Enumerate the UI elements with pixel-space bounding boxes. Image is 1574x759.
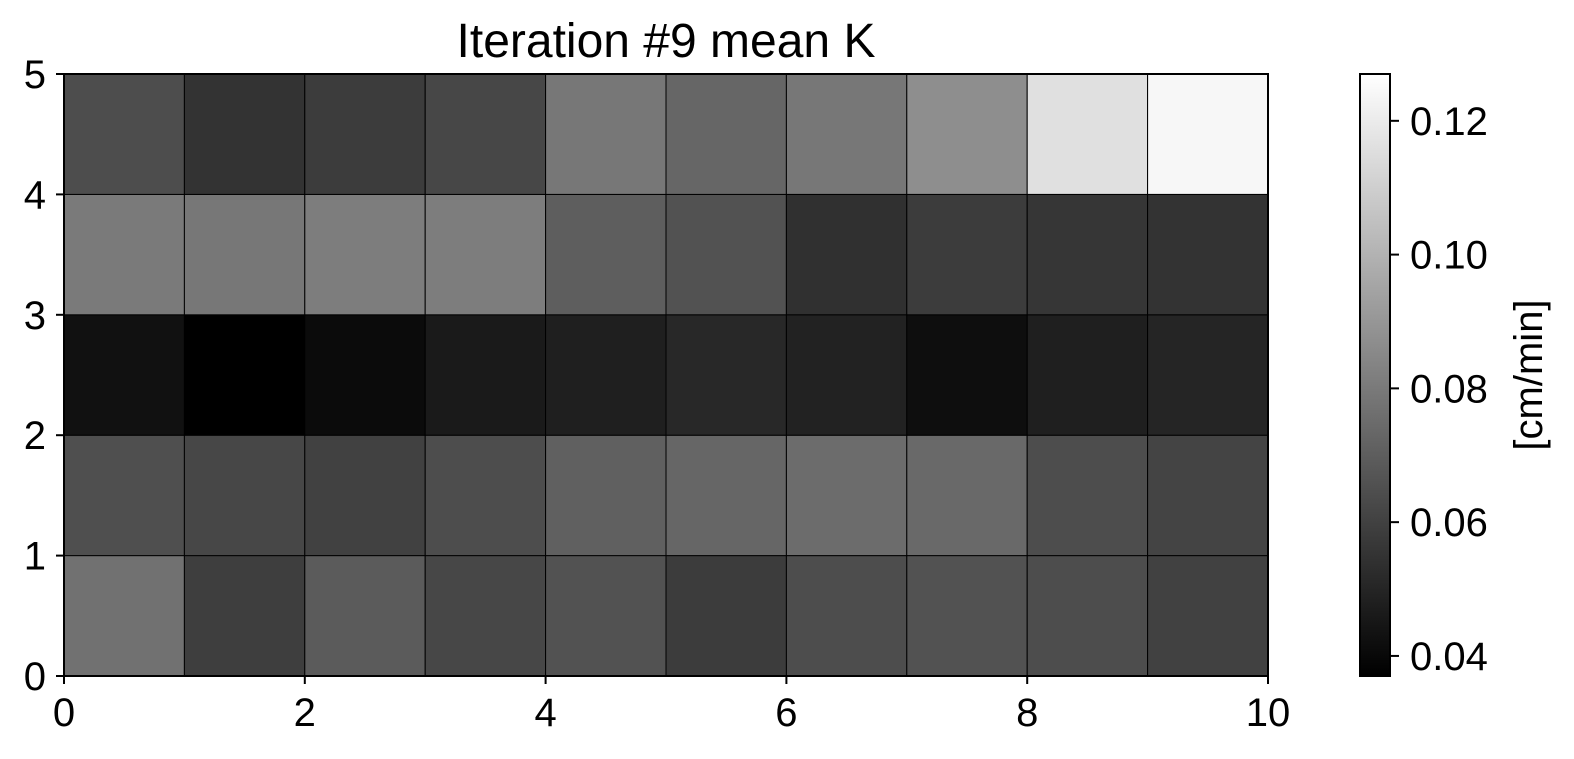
y-tick-label: 1 [24, 535, 46, 579]
x-tick-label: 2 [294, 691, 316, 735]
plot-frame [63, 73, 1269, 677]
colorbar-tick-label: 0.06 [1410, 501, 1488, 545]
heatmap-cell [63, 73, 185, 195]
heatmap-cell [1147, 555, 1269, 677]
heatmap-cell [424, 434, 547, 557]
colorbar-tick-label: 0.04 [1410, 635, 1488, 679]
x-tick-label: 10 [1246, 691, 1291, 735]
heatmap-cell [183, 193, 306, 316]
heatmap-cell [545, 555, 667, 677]
heatmap-cell [183, 314, 306, 436]
colorbar-tick-label: 0.10 [1410, 234, 1488, 278]
heatmap-cell [63, 555, 185, 677]
heatmap-cell [304, 314, 426, 436]
heatmap-cell [424, 555, 547, 677]
heatmap-cells [63, 73, 1269, 677]
heatmap-cell [183, 73, 306, 195]
heatmap-cell [183, 555, 306, 677]
heatmap-cell [1026, 555, 1149, 677]
y-tick-label: 5 [24, 53, 46, 97]
y-tick-label: 3 [24, 294, 46, 338]
colorbar-ticks: 0.04 0.06 0.08 0.10 0.12 [1390, 100, 1488, 679]
colorbar-tick-label: 0.12 [1410, 100, 1488, 144]
heatmap-cell [665, 73, 787, 195]
heatmap-cell [785, 314, 908, 436]
heatmap-cell [1026, 314, 1149, 436]
y-tick-label: 0 [24, 655, 46, 699]
heatmap-cell [785, 193, 908, 316]
heatmap-cell [63, 193, 185, 316]
heatmap-cell [665, 555, 787, 677]
heatmap-cell [1147, 193, 1269, 316]
heatmap-cell [545, 193, 667, 316]
heatmap-cell [665, 193, 787, 316]
x-tick-label: 0 [53, 691, 75, 735]
y-axis: 0 1 2 3 4 5 [24, 53, 64, 699]
x-tick-label: 4 [534, 691, 556, 735]
heatmap-cell [304, 193, 426, 316]
heatmap-cell [424, 73, 547, 195]
heatmap-cell [785, 73, 908, 195]
heatmap-cell [424, 193, 547, 316]
heatmap-cell [906, 193, 1028, 316]
heatmap-cell [1147, 434, 1269, 557]
heatmap-cell [785, 555, 908, 677]
heatmap-cell [665, 434, 787, 557]
heatmap-cell [545, 314, 667, 436]
heatmap-cell [545, 73, 667, 195]
heatmap-cell [906, 555, 1028, 677]
colorbar-tick-label: 0.08 [1410, 367, 1488, 411]
heatmap-cell [1026, 73, 1149, 195]
heatmap-cell [304, 555, 426, 677]
colorbar [1359, 73, 1391, 677]
colorbar-label: [cm/min] [1507, 299, 1551, 450]
heatmap-cell [785, 434, 908, 557]
heatmap-cell [424, 314, 547, 436]
x-tick-label: 8 [1016, 691, 1038, 735]
heatmap-cell [63, 434, 185, 557]
heatmap-cell [183, 434, 306, 557]
heatmap-cell [665, 314, 787, 436]
chart-title: Iteration #9 mean K [457, 15, 876, 68]
heatmap-cell [1147, 73, 1269, 195]
y-tick-label: 4 [24, 173, 46, 217]
heatmap-cell [304, 434, 426, 557]
heatmap-cell [906, 314, 1028, 436]
heatmap-cell [1026, 434, 1149, 557]
x-tick-label: 6 [775, 691, 797, 735]
heatmap-cell [1026, 193, 1149, 316]
heatmap-cell [906, 73, 1028, 195]
heatmap-cell [906, 434, 1028, 557]
heatmap-cell [545, 434, 667, 557]
heatmap-cell [63, 314, 185, 436]
y-tick-label: 2 [24, 414, 46, 458]
x-axis: 0 2 4 6 8 10 [53, 676, 1290, 735]
heatmap-cell [1147, 314, 1269, 436]
heatmap-cell [304, 73, 426, 195]
